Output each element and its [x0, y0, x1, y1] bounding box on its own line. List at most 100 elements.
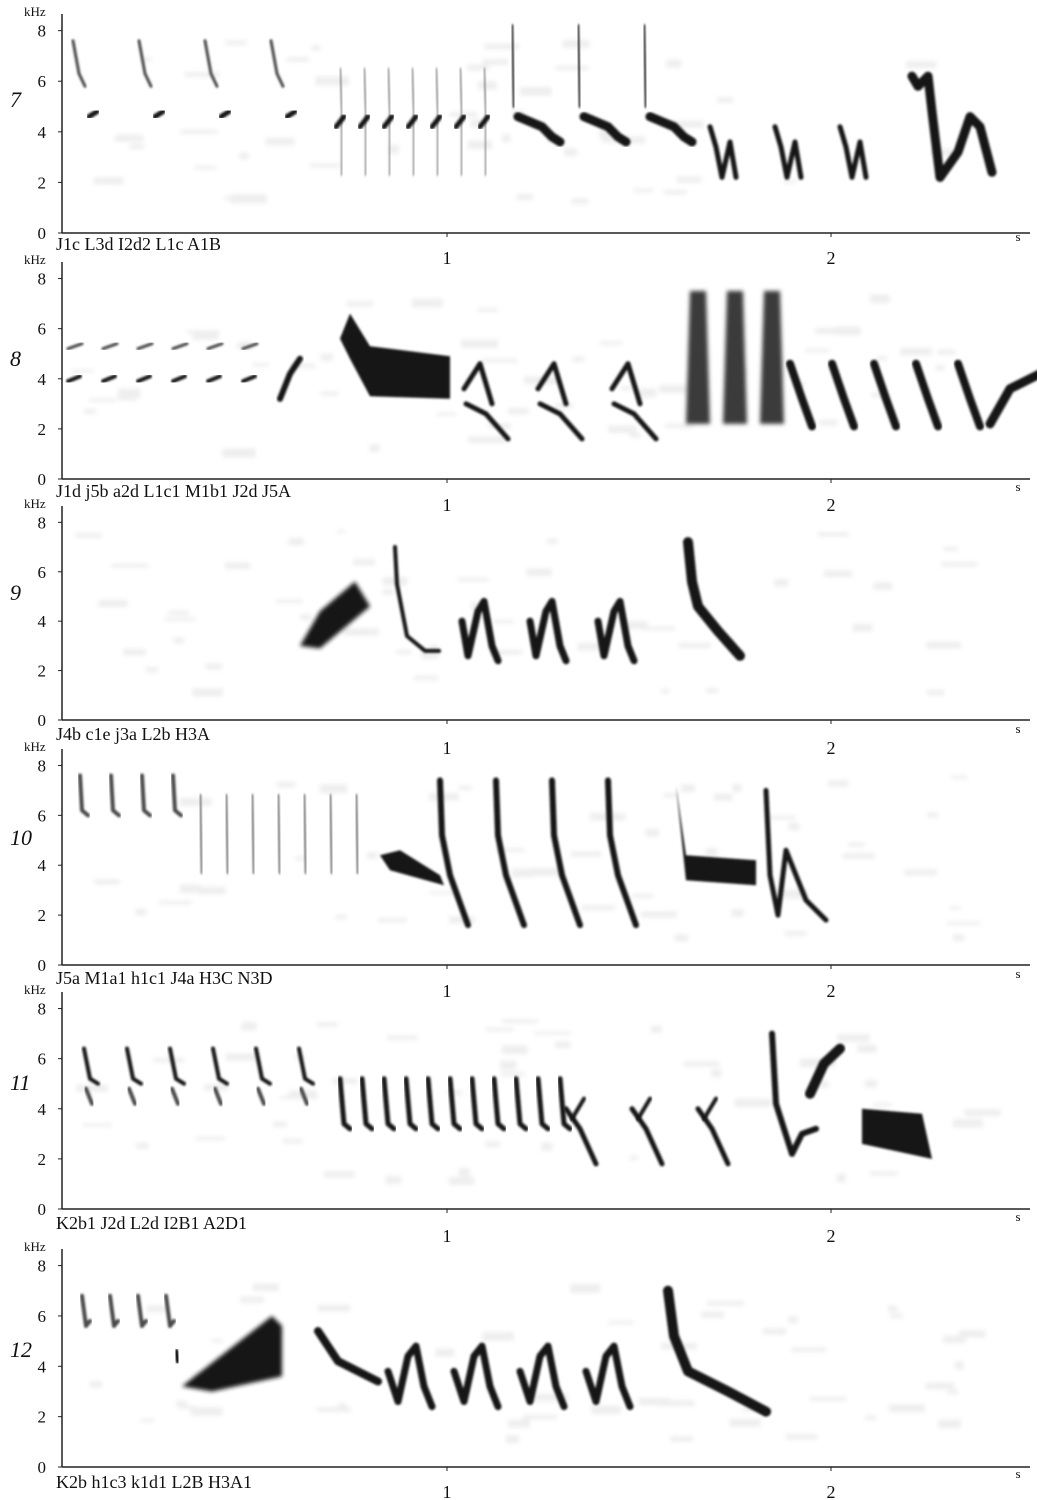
panel-caption: J1d j5b a2d L1c1 M1b1 J2d J5A: [56, 481, 291, 501]
syllables: [71, 24, 997, 182]
noisy-syllable: [182, 1315, 282, 1392]
syllable-mark: [101, 374, 117, 384]
frequency-tick-label: 0: [38, 224, 47, 243]
syllable-mark: [605, 777, 639, 929]
syllable-mark: [337, 1076, 353, 1132]
syllable-mark: [86, 109, 100, 120]
syllable-mark: [663, 1285, 771, 1417]
syllable-mark: [702, 1096, 718, 1121]
harmonic-syllable: [760, 291, 784, 424]
syllable-mark: [870, 359, 900, 431]
syllable-mark: [458, 597, 502, 665]
frequency-unit-label: kHz: [24, 252, 46, 267]
syllable-mark: [66, 374, 82, 384]
frequency-tick-label: 6: [38, 563, 47, 582]
frequency-tick-label: 8: [38, 22, 47, 41]
syllable-mark: [786, 359, 816, 431]
frequency-tick-label: 4: [38, 1100, 47, 1119]
syllable-mark: [912, 359, 942, 431]
frequency-tick-label: 2: [38, 420, 47, 439]
frequency-tick-label: 2: [38, 173, 47, 192]
frequency-tick-label: 8: [38, 756, 47, 775]
syllable-mark: [683, 537, 745, 661]
syllable-mark: [461, 361, 495, 407]
syllable-mark: [213, 1086, 223, 1106]
syllable-mark: [250, 793, 256, 875]
syllable-mark: [526, 597, 570, 665]
syllable-mark: [203, 39, 219, 88]
sonogram-panel-11: 0 2 4 6 8 kHz 1 2 s 11 K2b1 J2d L2d I2B1 A2D1: [10, 982, 1030, 1246]
syllables: [78, 773, 829, 929]
time-unit-label: s: [1015, 1466, 1020, 1481]
frequency-tick-label: 4: [38, 1357, 47, 1376]
time-tick-label: 1: [443, 248, 452, 268]
background-noise: [94, 775, 980, 942]
panel-caption: J1c L3d I2d2 L1c A1B: [56, 234, 221, 254]
syllable-mark: [125, 1046, 143, 1086]
time-tick-label: 1: [443, 1226, 452, 1246]
syllable-mark: [535, 361, 569, 407]
syllable-mark: [108, 1293, 120, 1329]
syllable-mark: [954, 359, 984, 431]
noisy-syllable: [862, 1108, 932, 1159]
frequency-tick-label: 0: [38, 470, 47, 489]
syllable-mark: [985, 370, 1037, 429]
syllable-mark: [763, 787, 829, 923]
syllable-mark: [140, 773, 152, 818]
syllable-mark: [136, 342, 154, 351]
frequency-unit-label: kHz: [24, 496, 46, 511]
syllable-mark: [170, 1086, 180, 1106]
syllable-mark: [363, 67, 367, 176]
syllable-mark: [828, 359, 858, 431]
time-tick-label: 1: [443, 495, 452, 515]
syllable-mark: [447, 1076, 463, 1132]
noisy-syllable: [300, 581, 370, 649]
syllable-mark: [459, 67, 463, 176]
syllable-mark: [405, 114, 419, 130]
syllable-mark: [359, 1076, 375, 1132]
syllables: [66, 291, 1037, 442]
syllable-mark: [393, 545, 441, 653]
noisy-syllable: [340, 313, 450, 399]
syllable-mark: [483, 67, 487, 176]
syllable-mark: [469, 1076, 485, 1132]
frequency-unit-label: kHz: [24, 4, 46, 19]
syllable-mark: [425, 1076, 441, 1132]
syllable-mark: [297, 1046, 315, 1086]
panel-number: 7: [10, 87, 22, 112]
syllable-mark: [563, 1106, 599, 1167]
frequency-tick-label: 4: [38, 123, 47, 142]
time-unit-label: s: [1015, 1209, 1020, 1224]
time-tick-label: 2: [827, 495, 836, 515]
time-unit-label: s: [1015, 966, 1020, 981]
syllable-mark: [357, 114, 371, 130]
syllable-mark: [84, 1086, 94, 1106]
background-noise: [89, 1283, 986, 1444]
syllable-mark: [437, 777, 471, 929]
time-tick-label: 2: [827, 1226, 836, 1246]
frequency-tick-label: 0: [38, 1200, 47, 1219]
syllable-mark: [557, 1076, 573, 1132]
time-tick-label: 1: [443, 981, 452, 1001]
frequency-tick-label: 6: [38, 806, 47, 825]
frequency-unit-label: kHz: [24, 982, 46, 997]
syllable-mark: [127, 1086, 137, 1106]
harmonic-syllable: [686, 291, 710, 424]
time-tick-label: 2: [827, 981, 836, 1001]
syllable-mark: [450, 1342, 502, 1411]
time-tick-label: 2: [827, 738, 836, 758]
syllable-mark: [707, 124, 739, 180]
syllable-mark: [695, 1106, 731, 1167]
syllable-mark: [354, 793, 360, 875]
syllable-mark: [66, 342, 84, 351]
syllable-mark: [224, 793, 230, 875]
syllable-mark: [328, 793, 334, 875]
syllable-mark: [805, 1043, 845, 1099]
syllable-mark: [198, 793, 204, 875]
time-tick-label: 2: [827, 248, 836, 268]
panel-caption: K2b1 J2d L2d I2B1 A2D1: [56, 1213, 247, 1233]
frequency-tick-label: 2: [38, 1408, 47, 1427]
time-unit-label: s: [1015, 229, 1020, 244]
